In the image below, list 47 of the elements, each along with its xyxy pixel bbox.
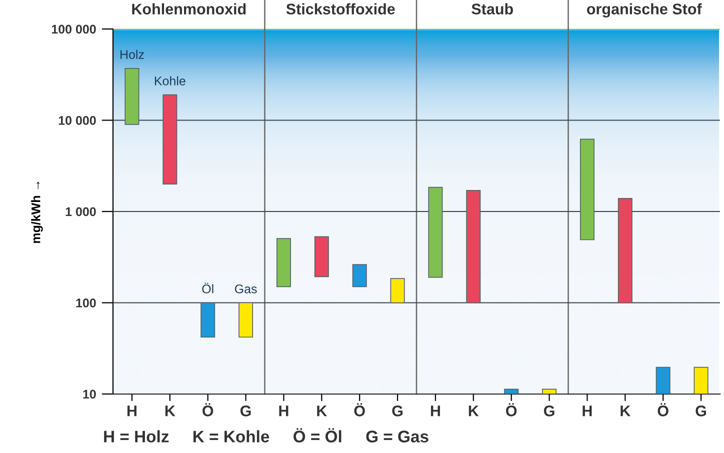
- text: organische Stof: [587, 3, 702, 18]
- x-tick-label: H: [279, 406, 288, 416]
- x-tick-label: H: [430, 406, 440, 416]
- y-tick-label: 10: [83, 390, 96, 399]
- bar: [124, 68, 140, 125]
- x-tick-label: G: [544, 406, 554, 416]
- bar: [656, 366, 670, 394]
- y-tick-label: 1 000: [66, 207, 96, 216]
- x-tick-label: G: [696, 406, 706, 416]
- bar: [542, 388, 557, 394]
- y-tick-label: 10 000: [58, 116, 96, 125]
- x-tick-label: H: [127, 406, 136, 416]
- x-tick-label: G: [392, 406, 403, 416]
- annotation: Öl: [202, 282, 214, 294]
- text: Stickstoffoxide: [286, 3, 395, 14]
- y-tick-label: 100 000: [52, 24, 96, 34]
- x-tick-label: Ö: [506, 403, 517, 416]
- text: H = Holz K = Kohle Ö = Öl G = Gas: [104, 428, 428, 442]
- bar: [466, 190, 481, 304]
- bar: [618, 198, 632, 304]
- y-axis-title: mg/kWh →: [31, 182, 43, 243]
- text: Staub: [472, 3, 513, 14]
- x-tick-label: K: [468, 406, 479, 416]
- bar: [428, 186, 443, 278]
- bar: [200, 302, 216, 338]
- bar: [504, 388, 519, 394]
- annotation: Kohle: [154, 76, 186, 86]
- bar: [238, 302, 254, 338]
- x-tick-label: Ö: [658, 403, 668, 416]
- annotation: Gas: [234, 284, 257, 294]
- x-tick-label: Ö: [354, 403, 365, 416]
- bar: [314, 236, 329, 278]
- x-tick-label: K: [620, 406, 631, 416]
- x-tick-label: Ö: [202, 403, 214, 416]
- text: Kohlenmonoxid: [132, 3, 246, 14]
- y-tick-label: 100: [76, 298, 96, 308]
- bar: [162, 94, 178, 184]
- x-tick-label: K: [165, 406, 176, 416]
- bar: [276, 238, 291, 288]
- bar: [694, 366, 708, 394]
- x-tick-label: G: [240, 406, 251, 416]
- bar: [580, 138, 594, 240]
- annotation: Holz: [120, 50, 144, 59]
- x-tick-label: H: [582, 406, 592, 416]
- bar: [390, 278, 405, 304]
- bar: [352, 264, 367, 288]
- x-tick-label: K: [317, 406, 328, 416]
